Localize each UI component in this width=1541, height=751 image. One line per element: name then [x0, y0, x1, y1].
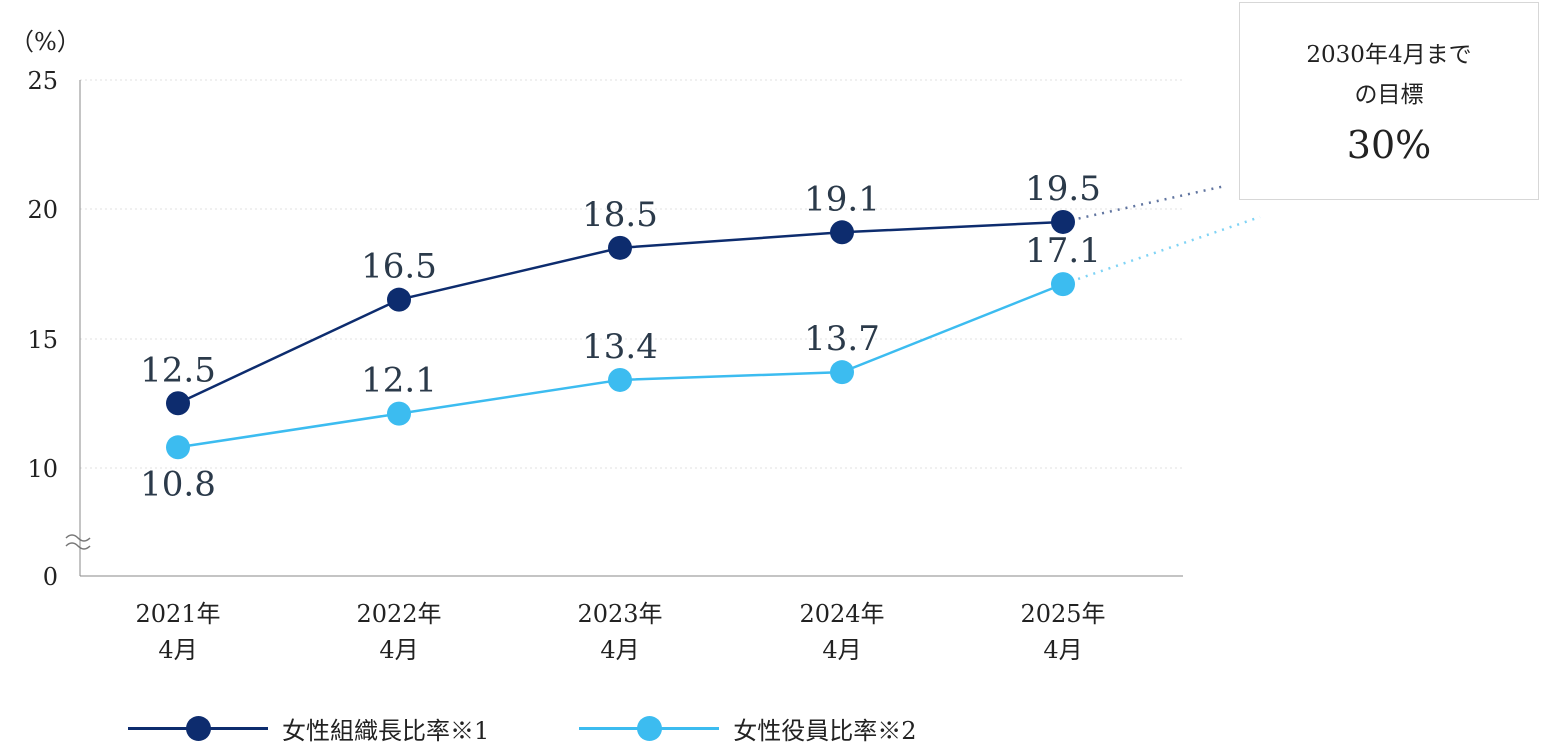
x-tick-labels: 2021年 4月 2022年 4月 2023年 4月 2024年 4月 2025年 4月 [135, 600, 1105, 664]
y-tick-labels: 25 20 15 10 0 [27, 67, 58, 591]
x-tick-label: 2025年 4月 [1020, 600, 1105, 664]
target-value: 30% [1346, 123, 1432, 167]
data-point [387, 401, 411, 426]
data-point [1051, 272, 1075, 297]
y-tick-label: 10 [27, 455, 58, 483]
y-tick-label: 0 [43, 563, 58, 591]
data-label: 19.5 [1025, 169, 1101, 209]
x-tick-label: 2021年 4月 [135, 600, 220, 664]
data-point [830, 220, 854, 245]
x-tick-label: 2022年 4月 [356, 600, 441, 664]
legend-label: 女性役員比率※2 [733, 716, 917, 745]
series-lines [166, 209, 1075, 460]
legend-label: 女性組織長比率※1 [282, 716, 490, 745]
legend: 女性組織長比率※1 女性役員比率※2 [128, 705, 1007, 751]
data-point [387, 287, 411, 312]
data-label: 12.1 [361, 361, 437, 401]
y-tick-label: 15 [27, 326, 58, 354]
axis-break-icon [65, 534, 91, 550]
y-unit-label: （%） [10, 28, 81, 56]
data-point [830, 360, 854, 385]
grid-lines [80, 79, 1183, 469]
data-label: 16.5 [361, 247, 437, 287]
data-point [166, 435, 190, 460]
x-tick-label: 2024年 4月 [799, 600, 884, 664]
data-label: 18.5 [582, 195, 658, 235]
data-label: 13.7 [804, 319, 880, 359]
data-labels: 12.5 16.5 18.5 19.1 19.5 10.8 12.1 13.4 13.7 17.1 [140, 169, 1101, 504]
data-label: 19.1 [804, 179, 880, 219]
data-point [608, 235, 632, 260]
y-tick-label: 25 [27, 67, 58, 95]
axes: （%） [10, 28, 1183, 577]
target-extension-lines [1062, 184, 1261, 286]
x-tick-label: 2023年 4月 [577, 600, 662, 664]
data-point [608, 367, 632, 392]
data-point [166, 391, 190, 416]
target-extension-line [1062, 215, 1261, 286]
data-label: 12.5 [140, 350, 216, 390]
target-box: 2030年4月までの目標 30% [1239, 2, 1539, 200]
legend-marker-lightblue [579, 705, 720, 751]
legend-item-organization-heads: 女性組織長比率※1 [128, 705, 489, 751]
data-label: 17.1 [1025, 231, 1101, 271]
data-label: 13.4 [582, 327, 658, 367]
legend-marker-navy [128, 705, 268, 751]
y-tick-label: 20 [27, 196, 58, 224]
legend-item-executives: 女性役員比率※2 [579, 705, 917, 751]
data-point [1051, 209, 1075, 234]
target-label: 2030年4月までの目標 [1306, 42, 1472, 108]
data-label: 10.8 [140, 464, 216, 504]
